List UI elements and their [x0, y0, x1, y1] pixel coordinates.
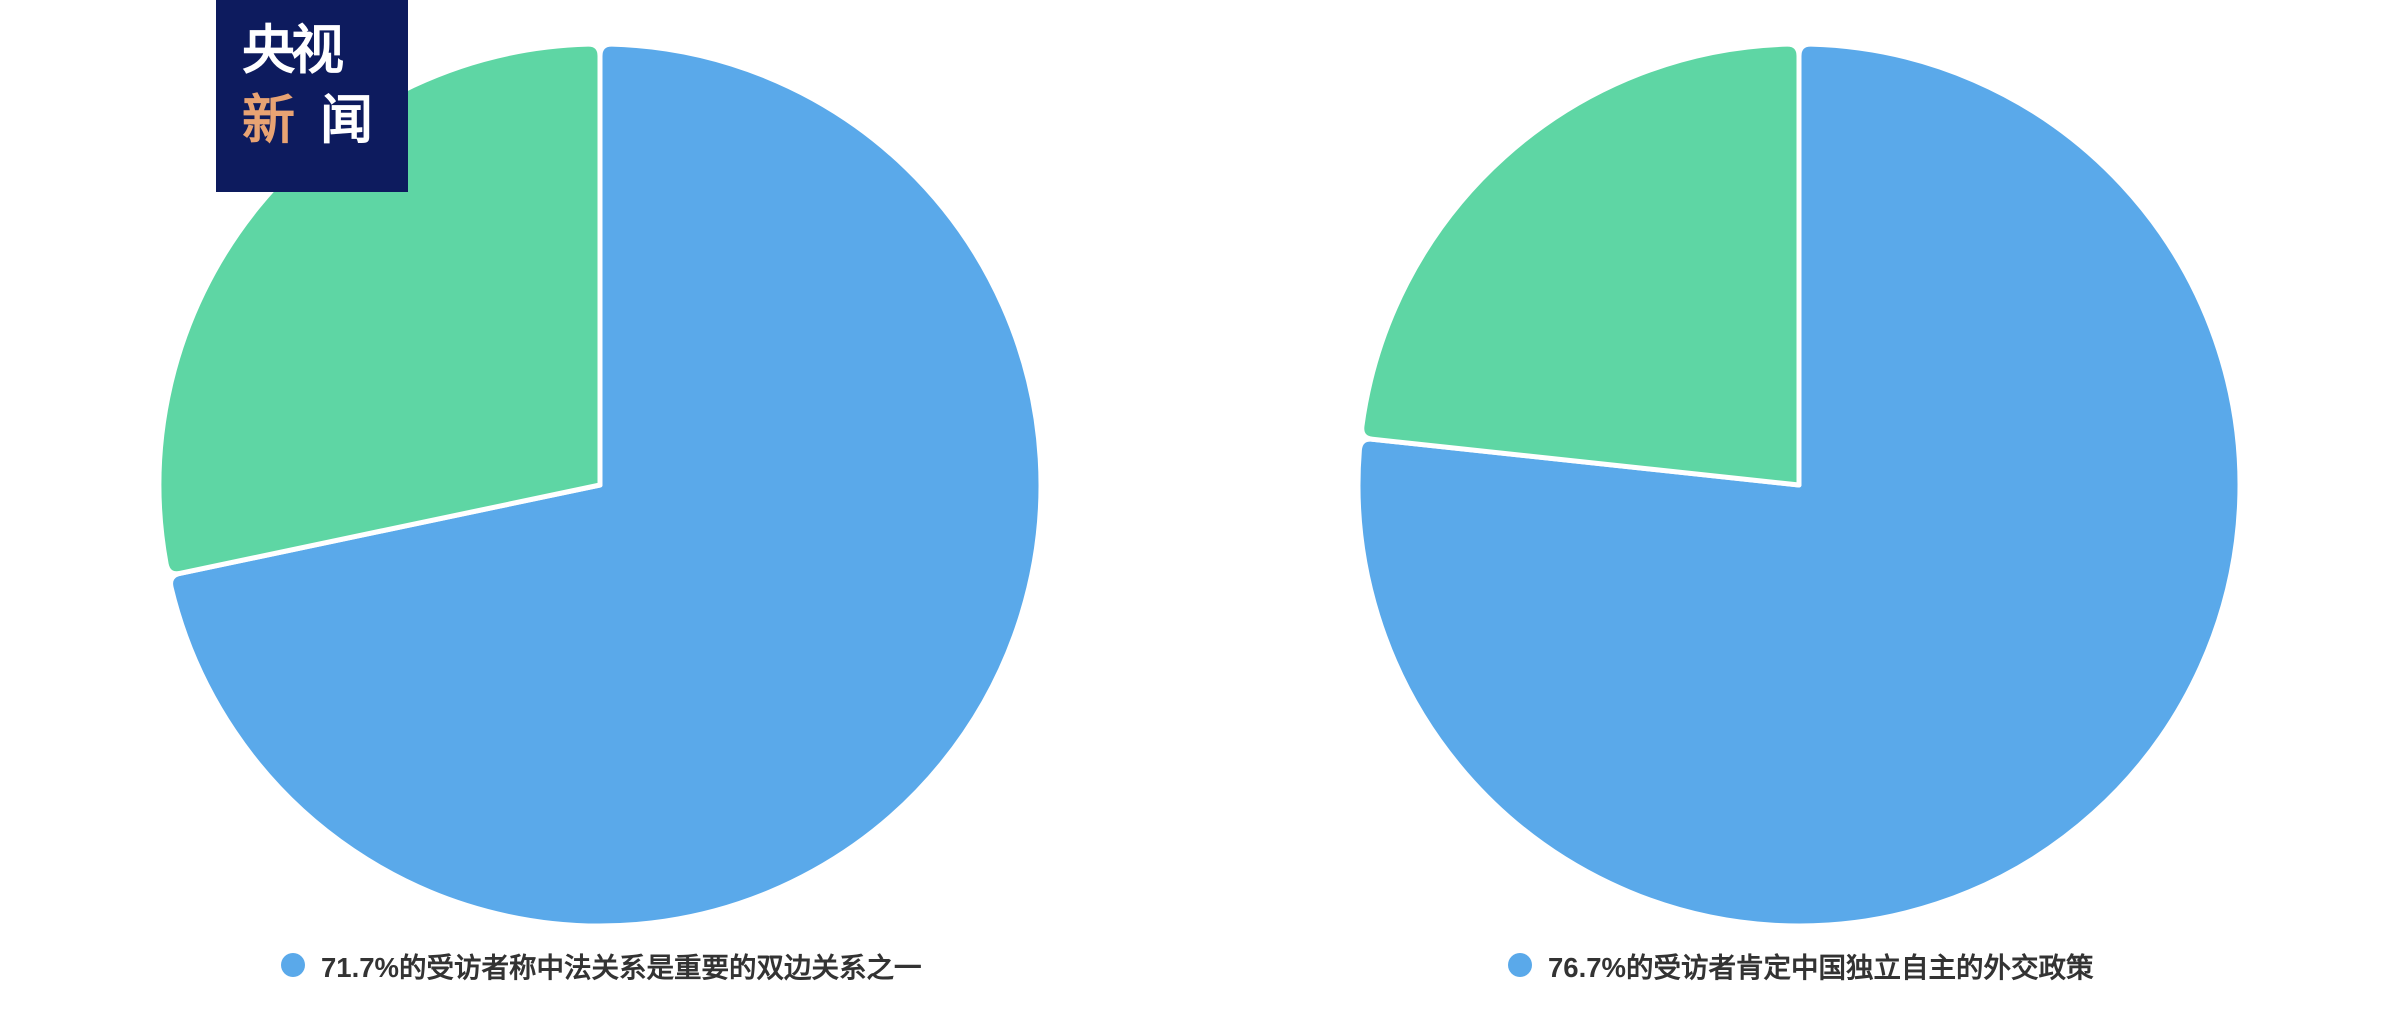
svg-text:闻: 闻 — [320, 91, 373, 150]
svg-text:新: 新 — [242, 91, 295, 150]
svg-text:央视: 央视 — [242, 21, 343, 80]
